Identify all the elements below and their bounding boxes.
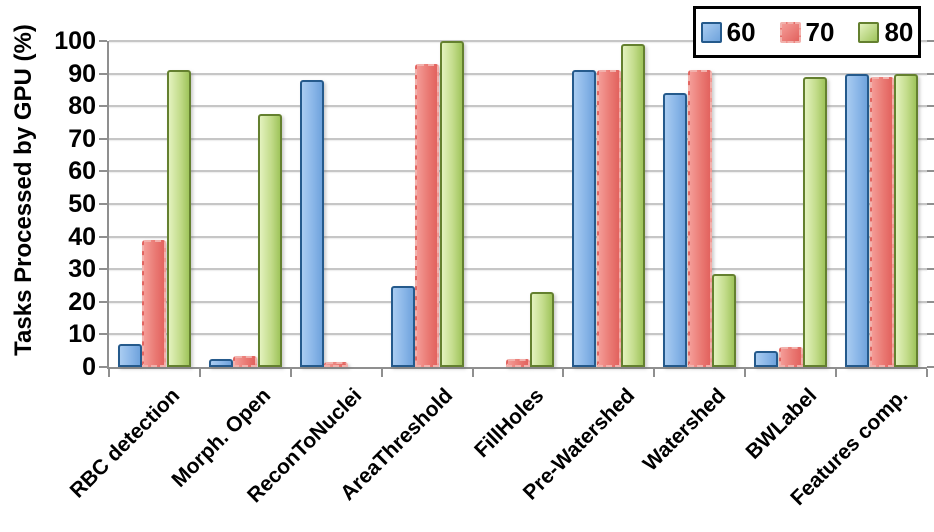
x-tick-mark (289, 369, 292, 377)
legend-label: 70 (805, 17, 835, 47)
y-tick-mark-right (927, 203, 934, 205)
x-tick-mark (653, 369, 656, 377)
y-tick-mark (99, 268, 107, 271)
y-tick-mark (99, 366, 107, 368)
legend-swatch-icon (779, 21, 801, 43)
y-tick-label-0: 0 (82, 353, 96, 381)
y-tick-label-100: 100 (54, 27, 96, 55)
y-tick-mark-right (927, 333, 934, 336)
y-tick-mark-right (927, 235, 934, 238)
x-tick-mark (926, 369, 928, 377)
bar-60-watershed (663, 93, 688, 367)
x-tick-mark (380, 369, 383, 377)
gridline-30 (109, 268, 927, 271)
gridline-90 (109, 72, 927, 75)
bar-60-pre-watershed (572, 70, 597, 367)
bar-70-pre-watershed (596, 70, 621, 367)
y-tick-label-70: 70 (68, 124, 96, 153)
y-tick-mark-right (927, 170, 934, 173)
y-tick-mark (99, 203, 107, 205)
x-tick-mark (198, 369, 201, 377)
y-tick-mark (99, 137, 107, 140)
y-tick-mark-right (927, 137, 934, 140)
bar-60-areathreshold (390, 285, 415, 367)
legend-label: 80 (884, 17, 914, 47)
bar-80-bwlabel (803, 76, 828, 367)
y-tick-mark-right (927, 366, 934, 368)
y-tick-mark (99, 333, 107, 336)
y-tick-mark-right (927, 268, 934, 271)
bar-70-rbc-detection (142, 239, 167, 367)
y-tick-mark (99, 235, 107, 238)
y-tick-label-10: 10 (68, 320, 96, 349)
gridline-20 (109, 300, 927, 303)
plot-area (99, 40, 934, 377)
y-tick-mark-right (927, 105, 934, 108)
bar-80-features-comp (893, 73, 918, 367)
legend-item-80: 80 (858, 19, 913, 45)
legend-item-70: 70 (779, 17, 835, 47)
y-tick-mark (99, 105, 107, 108)
bar-70-fillholes (506, 358, 530, 367)
x-tick-mark (471, 369, 474, 377)
bar-60-morph-open (208, 358, 233, 367)
x-tick-mark (108, 369, 110, 377)
bar-70-features-comp (869, 76, 894, 367)
y-tick-label-30: 30 (68, 255, 96, 284)
gridline-50 (109, 203, 927, 205)
bar-70-morph-open (233, 355, 258, 367)
y-tick-label-40: 40 (68, 222, 96, 251)
y-tick-label-50: 50 (68, 190, 96, 218)
legend-swatch-icon (700, 21, 722, 43)
bar-70-areathreshold (415, 63, 440, 367)
bar-80-fillholes (530, 292, 555, 367)
y-tick-label-80: 80 (68, 92, 96, 121)
y-tick-label-20: 20 (68, 287, 96, 316)
bar-70-watershed (687, 70, 712, 367)
y-tick-mark-right (927, 300, 934, 303)
y-tick-label-60: 60 (68, 157, 96, 186)
x-tick-mark (835, 369, 838, 377)
legend: 60 70 80 (693, 6, 921, 58)
legend-item-60: 60 (700, 17, 756, 47)
y-tick-mark (99, 40, 107, 42)
bar-60-rbc-detection (118, 344, 143, 367)
y-tick-mark (99, 170, 107, 173)
x-tick-mark (744, 369, 747, 377)
bar-80-pre-watershed (621, 44, 646, 367)
y-tick-mark (99, 300, 107, 303)
bar-80-morph-open (257, 114, 282, 367)
bar-60-bwlabel (754, 350, 779, 367)
legend-swatch-icon (858, 21, 880, 43)
gridline-100 (109, 40, 927, 42)
y-tick-label-90: 90 (68, 59, 96, 88)
x-tick-mark (562, 369, 565, 377)
gridline-80 (109, 105, 927, 108)
bar-80-rbc-detection (166, 70, 191, 367)
bar-80-areathreshold (439, 41, 464, 367)
y-tick-mark-right (927, 40, 934, 42)
gridline-10 (109, 333, 927, 336)
legend-label: 60 (726, 17, 756, 47)
bar-80-watershed (712, 274, 737, 367)
bar-70-bwlabel (778, 347, 803, 367)
y-tick-mark-right (927, 72, 934, 75)
gridline-60 (109, 170, 927, 173)
bar-70-recontonuclei (324, 362, 349, 367)
bar-60-recontonuclei (299, 80, 324, 367)
gridline-70 (109, 137, 927, 140)
bar-60-features-comp (845, 73, 870, 367)
y-tick-mark (99, 72, 107, 75)
gridline-40 (109, 235, 927, 238)
